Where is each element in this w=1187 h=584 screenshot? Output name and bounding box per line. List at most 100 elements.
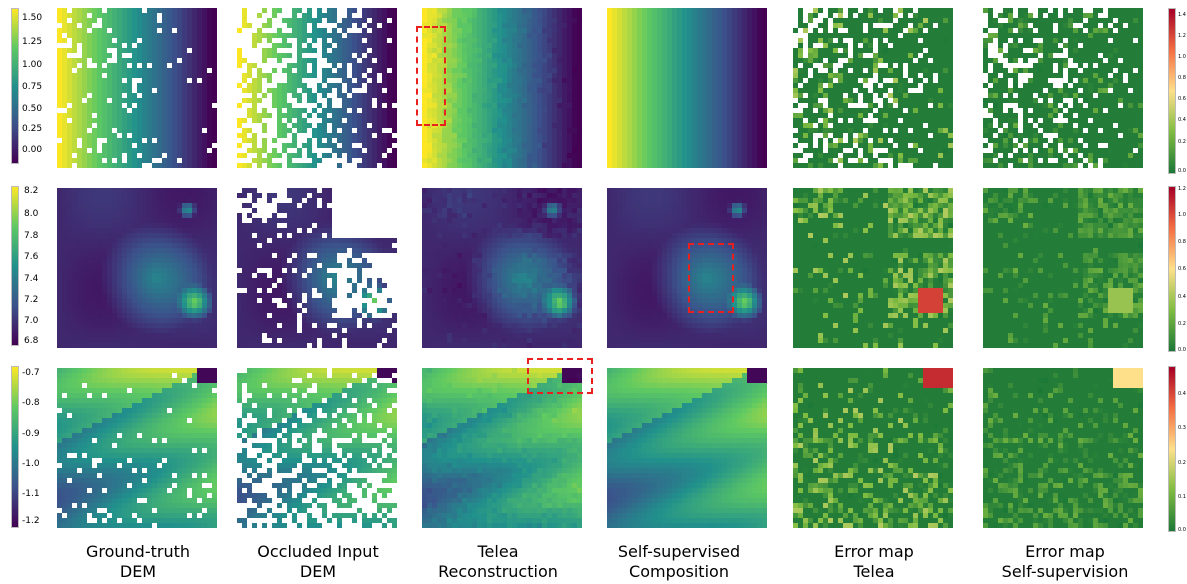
caption-line: DEM — [299, 562, 337, 581]
heatmap-image — [57, 368, 217, 528]
heatmap-image — [793, 188, 953, 348]
tick-label: 0.3 — [1178, 425, 1186, 431]
panel-error-map-self-supervision-row-2 — [983, 188, 1143, 348]
tick-label: 0.00 — [22, 145, 43, 155]
caption-error-self-supervision: Error map Self-supervision — [975, 542, 1155, 582]
panel-self-supervised-composition-row-2 — [607, 188, 767, 348]
tick-label: 0.8 — [1178, 75, 1186, 81]
tick-label: 0.50 — [22, 104, 43, 114]
tick-label: -1.0 — [22, 459, 40, 469]
tick-label: -1.1 — [22, 489, 40, 499]
tick-label: 0.2 — [1178, 139, 1186, 145]
tick-label: 6.8 — [24, 336, 39, 346]
caption-line: Self-supervision — [1001, 562, 1129, 581]
tick-label: -0.7 — [22, 368, 40, 378]
caption-ground-truth: Ground-truth DEM — [48, 542, 228, 582]
panel-occluded-input-row-3 — [237, 368, 397, 528]
panel-error-map-telea-row-1 — [793, 8, 953, 168]
tick-label: 0.1 — [1178, 494, 1186, 500]
highlight-box — [688, 243, 734, 313]
heatmap-image — [607, 188, 767, 348]
heatmap-image — [57, 8, 217, 168]
panel-ground-truth-row-2 — [57, 188, 217, 348]
tick-label: 0.6 — [1178, 266, 1186, 272]
tick-label: 1.50 — [22, 13, 43, 23]
tick-label: 8.2 — [24, 186, 39, 196]
caption-line: Self-supervised — [617, 542, 741, 561]
caption-line: Telea — [477, 542, 519, 561]
heatmap-image — [607, 368, 767, 528]
heatmap-image — [57, 188, 217, 348]
caption-occluded-input: Occluded Input DEM — [228, 542, 408, 582]
tick-label: 8.0 — [24, 209, 39, 219]
tick-label: 0.6 — [1178, 96, 1186, 102]
tick-label: 1.0 — [1178, 54, 1186, 60]
tick-label: 1.4 — [1178, 12, 1186, 18]
panel-telea-reconstruction-row-2 — [422, 188, 582, 348]
panel-self-supervised-composition-row-3 — [607, 368, 767, 528]
tick-label: 0.75 — [22, 82, 43, 92]
heatmap-image — [422, 188, 582, 348]
panel-error-map-telea-row-3 — [793, 368, 953, 528]
tick-label: 7.2 — [24, 295, 39, 305]
highlight-box — [527, 358, 593, 394]
caption-line: Reconstruction — [438, 562, 558, 581]
tick-label: 1.25 — [22, 37, 43, 47]
tick-label: 1.00 — [22, 60, 43, 70]
tick-label: -0.9 — [22, 429, 40, 439]
panel-error-map-self-supervision-row-1 — [983, 8, 1143, 168]
heatmap-image — [983, 188, 1143, 348]
tick-label: 0.2 — [1178, 460, 1186, 466]
caption-line: Telea — [853, 562, 895, 581]
tick-label: 1.0 — [1178, 212, 1186, 218]
tick-label: 0.4 — [1178, 294, 1186, 300]
heatmap-image — [607, 8, 767, 168]
caption-line: Error map — [1025, 542, 1105, 561]
panel-telea-reconstruction-row-1 — [422, 8, 582, 168]
tick-label: 0.8 — [1178, 239, 1186, 245]
tick-label: 7.8 — [24, 231, 39, 241]
colorbar-row-2 — [11, 186, 19, 346]
colorbar-row-3 — [11, 366, 19, 528]
caption-telea-reconstruction: Telea Reconstruction — [408, 542, 588, 582]
tick-label: 7.0 — [24, 316, 39, 326]
tick-label: 7.4 — [24, 274, 39, 284]
tick-label: -0.8 — [22, 398, 40, 408]
heatmap-image — [983, 368, 1143, 528]
caption-line: Ground-truth — [85, 542, 191, 561]
heatmap-image — [983, 8, 1143, 168]
heatmap-image — [793, 368, 953, 528]
caption-line: Composition — [629, 562, 729, 581]
tick-label: -1.2 — [22, 516, 40, 526]
heatmap-image — [237, 188, 397, 348]
caption-line: Error map — [834, 542, 914, 561]
panel-occluded-input-row-1 — [237, 8, 397, 168]
colorbar-row-1 — [11, 8, 19, 164]
panel-ground-truth-row-1 — [57, 8, 217, 168]
highlight-box — [416, 26, 446, 126]
heatmap-image — [793, 8, 953, 168]
caption-line: DEM — [119, 562, 157, 581]
tick-label: 0.0 — [1178, 168, 1186, 174]
panel-error-map-self-supervision-row-3 — [983, 368, 1143, 528]
tick-label: 1.2 — [1178, 186, 1186, 192]
tick-label: 0.4 — [1178, 391, 1186, 397]
panel-self-supervised-composition-row-1 — [607, 8, 767, 168]
panel-telea-reconstruction-row-3 — [422, 368, 582, 528]
heatmap-image — [422, 368, 582, 528]
caption-self-supervised: Self-supervised Composition — [589, 542, 769, 582]
error-colorbar-row-1 — [1168, 8, 1176, 174]
tick-label: 1.2 — [1178, 33, 1186, 39]
caption-line: Occluded Input — [257, 542, 379, 561]
tick-label: 0.0 — [1178, 347, 1186, 353]
tick-label: 0.2 — [1178, 321, 1186, 327]
caption-error-telea: Error map Telea — [784, 542, 964, 582]
heatmap-image — [422, 8, 582, 168]
heatmap-image — [237, 368, 397, 528]
tick-label: 0.25 — [22, 124, 43, 134]
tick-label: 7.6 — [24, 252, 39, 262]
panel-occluded-input-row-2 — [237, 188, 397, 348]
tick-label: 0.4 — [1178, 117, 1186, 123]
heatmap-image — [237, 8, 397, 168]
